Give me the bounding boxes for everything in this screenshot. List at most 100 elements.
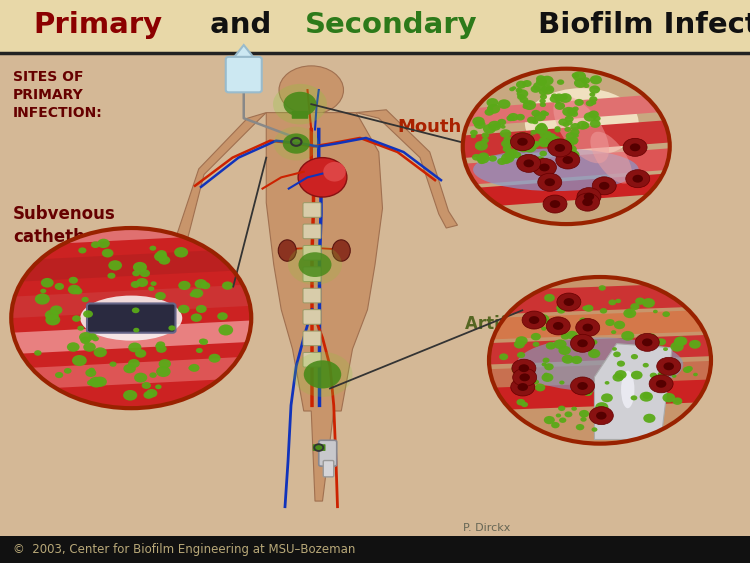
Circle shape — [560, 142, 568, 149]
Circle shape — [560, 381, 565, 385]
Circle shape — [196, 348, 202, 353]
Circle shape — [134, 373, 147, 383]
Circle shape — [487, 104, 500, 114]
Circle shape — [566, 150, 580, 160]
Circle shape — [631, 370, 643, 379]
Circle shape — [571, 377, 595, 395]
Circle shape — [578, 382, 588, 390]
Circle shape — [554, 128, 560, 132]
Circle shape — [550, 200, 560, 208]
Polygon shape — [595, 343, 672, 440]
Text: Mouth: Mouth — [398, 118, 462, 136]
Circle shape — [531, 333, 541, 341]
Circle shape — [123, 390, 137, 401]
Circle shape — [517, 94, 525, 100]
FancyBboxPatch shape — [292, 111, 308, 119]
Circle shape — [551, 136, 560, 143]
Circle shape — [542, 85, 554, 95]
Circle shape — [554, 93, 564, 101]
Circle shape — [498, 99, 511, 109]
Circle shape — [537, 123, 547, 130]
Circle shape — [199, 338, 206, 344]
Circle shape — [631, 395, 638, 400]
Circle shape — [614, 321, 626, 329]
Circle shape — [497, 119, 506, 126]
Circle shape — [548, 133, 556, 140]
Circle shape — [530, 141, 539, 148]
Circle shape — [200, 282, 210, 289]
Polygon shape — [463, 173, 670, 208]
Polygon shape — [266, 113, 382, 501]
Circle shape — [574, 78, 587, 88]
Circle shape — [482, 137, 489, 143]
Circle shape — [46, 314, 60, 325]
Circle shape — [559, 98, 564, 102]
Circle shape — [93, 377, 107, 387]
Circle shape — [516, 81, 526, 88]
Ellipse shape — [517, 337, 683, 392]
Circle shape — [512, 151, 521, 158]
Circle shape — [584, 305, 593, 312]
Circle shape — [501, 140, 512, 148]
Circle shape — [283, 133, 310, 154]
Circle shape — [154, 252, 167, 261]
Circle shape — [189, 364, 200, 372]
Circle shape — [566, 132, 576, 140]
Circle shape — [107, 272, 116, 279]
Circle shape — [516, 88, 523, 93]
Circle shape — [614, 351, 621, 357]
Circle shape — [470, 134, 476, 138]
FancyBboxPatch shape — [303, 288, 321, 303]
Circle shape — [660, 375, 669, 382]
Circle shape — [576, 319, 600, 337]
FancyBboxPatch shape — [323, 461, 334, 477]
Circle shape — [631, 354, 638, 359]
Circle shape — [573, 133, 579, 138]
Circle shape — [540, 94, 547, 100]
Circle shape — [596, 412, 607, 419]
Text: Primary: Primary — [33, 11, 162, 39]
Text: and: and — [200, 11, 281, 39]
Circle shape — [474, 120, 486, 129]
Circle shape — [488, 106, 493, 110]
Ellipse shape — [554, 96, 609, 163]
Circle shape — [463, 69, 670, 224]
Circle shape — [542, 363, 547, 367]
Circle shape — [658, 372, 664, 377]
Ellipse shape — [621, 371, 634, 408]
Circle shape — [536, 156, 544, 163]
Circle shape — [217, 312, 228, 320]
Circle shape — [555, 100, 560, 104]
Circle shape — [133, 262, 147, 272]
Circle shape — [551, 422, 560, 428]
Ellipse shape — [525, 88, 639, 158]
Circle shape — [134, 328, 140, 332]
Circle shape — [132, 270, 140, 276]
Circle shape — [630, 303, 640, 310]
Circle shape — [559, 417, 566, 423]
Circle shape — [564, 127, 572, 132]
Circle shape — [506, 148, 514, 154]
Circle shape — [557, 307, 566, 314]
Circle shape — [554, 144, 565, 152]
Circle shape — [656, 380, 666, 388]
FancyBboxPatch shape — [87, 303, 176, 333]
Circle shape — [630, 144, 640, 151]
Circle shape — [644, 414, 656, 423]
Circle shape — [590, 96, 598, 102]
Circle shape — [497, 158, 506, 165]
Circle shape — [34, 293, 50, 305]
Circle shape — [539, 99, 546, 104]
Circle shape — [544, 373, 549, 377]
Circle shape — [567, 108, 578, 115]
Circle shape — [532, 342, 539, 347]
Circle shape — [148, 287, 154, 291]
Polygon shape — [489, 379, 711, 410]
Circle shape — [670, 342, 684, 352]
Circle shape — [529, 316, 539, 324]
Circle shape — [582, 306, 588, 310]
Circle shape — [128, 359, 140, 368]
Circle shape — [535, 124, 548, 134]
Circle shape — [64, 368, 71, 374]
Circle shape — [516, 114, 525, 120]
